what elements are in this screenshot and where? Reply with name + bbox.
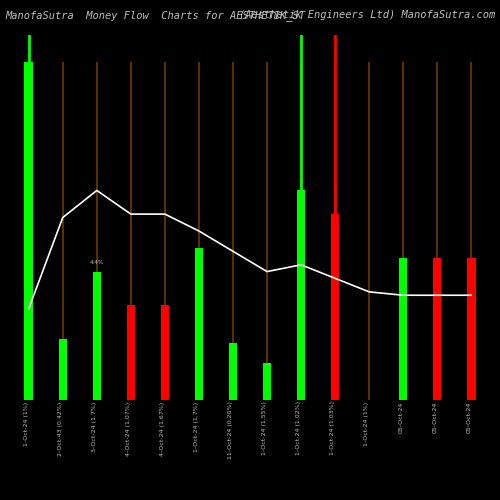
- Bar: [228, 342, 237, 400]
- Bar: [368, 62, 370, 400]
- Bar: [126, 306, 135, 400]
- Text: (Aesthetik Engineers Ltd) ManofaSutra.com: (Aesthetik Engineers Ltd) ManofaSutra.co…: [239, 10, 495, 20]
- Bar: [198, 62, 200, 400]
- Bar: [433, 258, 442, 400]
- Bar: [92, 272, 101, 400]
- Bar: [436, 62, 438, 400]
- Bar: [28, 62, 30, 400]
- Bar: [470, 62, 472, 400]
- Bar: [130, 62, 132, 400]
- Bar: [467, 258, 475, 400]
- Bar: [232, 62, 234, 400]
- Bar: [297, 190, 306, 400]
- Bar: [263, 363, 272, 400]
- Bar: [399, 258, 407, 400]
- Bar: [334, 62, 336, 400]
- Bar: [402, 62, 404, 400]
- Bar: [58, 339, 67, 400]
- Text: 4.4%: 4.4%: [90, 260, 104, 265]
- Text: ManofaSutra  Money Flow  Charts for AESTHETIK_ST: ManofaSutra Money Flow Charts for AESTHE…: [5, 10, 305, 21]
- Bar: [160, 306, 169, 400]
- Bar: [194, 248, 203, 400]
- Bar: [266, 62, 268, 400]
- Bar: [331, 214, 340, 400]
- Bar: [164, 62, 166, 400]
- Bar: [24, 62, 33, 400]
- Bar: [300, 62, 302, 400]
- Bar: [62, 62, 64, 400]
- Bar: [96, 62, 98, 400]
